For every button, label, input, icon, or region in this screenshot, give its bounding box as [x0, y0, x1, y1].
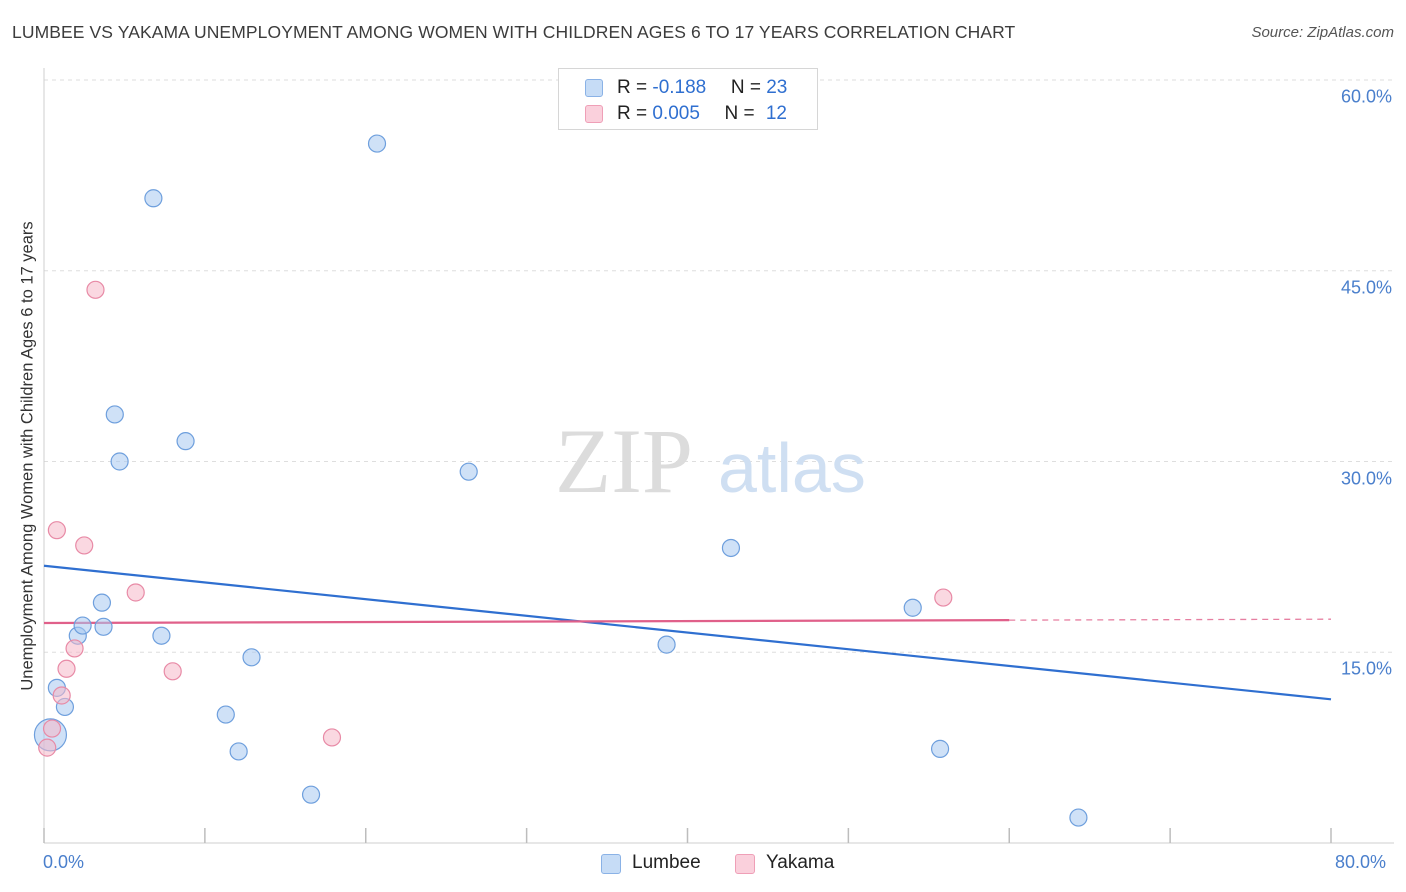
bottom-legend-swatch-lumbee: [601, 854, 621, 874]
point-lumbee: [1069, 808, 1088, 827]
watermark-zip: ZIP: [555, 410, 693, 512]
point-lumbee: [367, 134, 387, 153]
point-lumbee: [110, 452, 129, 471]
trend-line-yakama: [43, 619, 1010, 625]
data-points: [33, 134, 1088, 827]
point-yakama: [86, 280, 105, 299]
watermark-atlas: atlas: [718, 429, 866, 507]
trend-line-lumbee: [43, 564, 1332, 701]
legend-n-value-lumbee: 23: [766, 77, 788, 98]
point-yakama: [75, 536, 94, 555]
point-lumbee: [73, 616, 92, 635]
trend-lines: [43, 564, 1332, 701]
point-lumbee: [216, 705, 235, 724]
axes: [43, 68, 1394, 844]
watermark: ZIP atlas: [555, 410, 866, 512]
point-yakama: [42, 719, 62, 738]
point-lumbee: [105, 405, 124, 424]
y-tick-label-15: 15.0%: [1340, 658, 1392, 679]
trend-line-extension-yakama: [1009, 618, 1332, 621]
point-yakama: [322, 728, 342, 747]
y-tick-label-45: 45.0%: [1340, 277, 1392, 298]
point-yakama: [126, 583, 145, 602]
point-yakama: [934, 588, 953, 607]
source-label: Source: ZipAtlas.com: [1251, 24, 1394, 41]
point-lumbee: [459, 462, 478, 481]
point-lumbee: [152, 626, 171, 645]
point-lumbee: [721, 538, 741, 558]
point-yakama: [52, 686, 71, 705]
legend-n-value-yakama: 12: [765, 103, 787, 124]
legend-swatch-lumbee: [585, 79, 603, 97]
point-lumbee: [176, 432, 195, 451]
point-lumbee: [930, 739, 950, 758]
point-yakama: [163, 662, 182, 681]
x-tick-label-min: 0.0%: [43, 852, 85, 872]
point-lumbee: [301, 785, 321, 804]
chart-title: LUMBEE VS YAKAMA UNEMPLOYMENT AMONG WOME…: [12, 22, 1016, 42]
legend-r-value-yakama: 0.005: [652, 103, 700, 124]
point-lumbee: [229, 742, 248, 761]
y-tick-label-60: 60.0%: [1340, 86, 1392, 107]
point-yakama: [65, 639, 84, 658]
y-axis-label: Unemployment Among Women with Children A…: [18, 221, 37, 691]
y-tick-label-30: 30.0%: [1340, 468, 1392, 488]
correlation-legend: R = -0.188 N = 23 R = 0.005 N = 12: [558, 68, 818, 130]
grid-lines: [44, 79, 1394, 653]
point-lumbee: [242, 648, 261, 667]
point-lumbee: [92, 593, 112, 612]
point-lumbee: [144, 189, 163, 208]
legend-swatch-yakama: [585, 105, 603, 123]
bottom-legend-swatch-yakama: [735, 854, 755, 874]
point-yakama: [38, 738, 57, 757]
bottom-legend-label-yakama: Yakama: [766, 852, 835, 873]
bottom-legend-label-lumbee: Lumbee: [632, 852, 701, 873]
legend-r-value-lumbee: -0.188: [652, 77, 707, 98]
point-lumbee: [657, 635, 676, 654]
point-lumbee: [94, 617, 113, 636]
x-tick-label-max: 80.0%: [1335, 852, 1387, 872]
point-yakama: [47, 521, 66, 540]
point-lumbee: [903, 598, 922, 617]
point-yakama: [57, 659, 76, 678]
